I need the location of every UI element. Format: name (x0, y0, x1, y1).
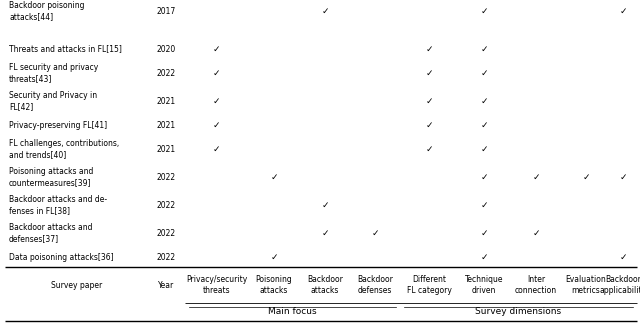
Text: 2022: 2022 (157, 229, 176, 238)
Text: ✓: ✓ (620, 172, 627, 182)
Text: ✓: ✓ (480, 7, 488, 15)
Text: ✓: ✓ (212, 144, 220, 154)
Text: 2021: 2021 (157, 144, 176, 154)
Text: ✓: ✓ (582, 172, 589, 182)
Text: Privacy/security
threats: Privacy/security threats (186, 275, 247, 295)
Text: 2022: 2022 (157, 68, 176, 78)
Text: Poisoning attacks and
countermeasures[39]: Poisoning attacks and countermeasures[39… (9, 167, 93, 187)
Text: ✓: ✓ (480, 172, 488, 182)
Text: 2021: 2021 (157, 96, 176, 106)
Text: 2020: 2020 (157, 44, 176, 54)
Text: ✓: ✓ (480, 229, 488, 238)
Text: ✓: ✓ (480, 44, 488, 54)
Text: 2022: 2022 (157, 252, 176, 262)
Text: Data poisoning attacks[36]: Data poisoning attacks[36] (9, 252, 114, 262)
Text: Year: Year (158, 281, 175, 290)
Text: ✓: ✓ (212, 44, 220, 54)
Text: Poisoning
attacks: Poisoning attacks (255, 275, 292, 295)
Text: ✓: ✓ (620, 252, 627, 262)
Text: ✓: ✓ (270, 252, 278, 262)
Text: Survey paper: Survey paper (51, 281, 102, 290)
Text: ✓: ✓ (212, 120, 220, 130)
Text: ✓: ✓ (425, 144, 433, 154)
Text: ✓: ✓ (321, 229, 329, 238)
Text: ✓: ✓ (371, 229, 379, 238)
Text: ✓: ✓ (425, 96, 433, 106)
Text: ✓: ✓ (321, 7, 329, 15)
Text: Backdoor attacks and de-
fenses in FL[38]: Backdoor attacks and de- fenses in FL[38… (9, 195, 107, 215)
Text: ✓: ✓ (532, 172, 540, 182)
Text: ✓: ✓ (480, 200, 488, 210)
Text: 2022: 2022 (157, 172, 176, 182)
Text: Backdoor
applicability: Backdoor applicability (600, 275, 640, 295)
Text: ✓: ✓ (480, 120, 488, 130)
Text: ✓: ✓ (532, 229, 540, 238)
Text: ✓: ✓ (212, 68, 220, 78)
Text: Evaluation
metrics: Evaluation metrics (566, 275, 606, 295)
Text: Backdoor
defenses: Backdoor defenses (357, 275, 393, 295)
Text: Inter
connection: Inter connection (515, 275, 557, 295)
Text: 2021: 2021 (157, 120, 176, 130)
Text: ✓: ✓ (425, 120, 433, 130)
Text: Privacy-preserving FL[41]: Privacy-preserving FL[41] (9, 120, 107, 130)
Text: Backdoor
attacks: Backdoor attacks (307, 275, 343, 295)
Text: ✓: ✓ (425, 68, 433, 78)
Text: ✓: ✓ (620, 7, 627, 15)
Text: ✓: ✓ (321, 200, 329, 210)
Text: FL challenges, contributions,
and trends[40]: FL challenges, contributions, and trends… (9, 139, 119, 159)
Text: ✓: ✓ (480, 144, 488, 154)
Text: Different
FL category: Different FL category (406, 275, 451, 295)
Text: 2017: 2017 (157, 7, 176, 15)
Text: ✓: ✓ (480, 96, 488, 106)
Text: ✓: ✓ (212, 96, 220, 106)
Text: 2022: 2022 (157, 200, 176, 210)
Text: FL security and privacy
threats[43]: FL security and privacy threats[43] (9, 63, 99, 83)
Text: Backdoor poisoning
attacks[44]: Backdoor poisoning attacks[44] (9, 1, 84, 21)
Text: ✓: ✓ (480, 68, 488, 78)
Text: Threats and attacks in FL[15]: Threats and attacks in FL[15] (9, 44, 122, 54)
Text: Survey dimensions: Survey dimensions (476, 308, 561, 316)
Text: Technique
driven: Technique driven (465, 275, 503, 295)
Text: Backdoor attacks and
defenses[37]: Backdoor attacks and defenses[37] (9, 223, 93, 243)
Text: ✓: ✓ (270, 172, 278, 182)
Text: ✓: ✓ (425, 44, 433, 54)
Text: Main focus: Main focus (268, 308, 317, 316)
Text: Security and Privacy in
FL[42]: Security and Privacy in FL[42] (9, 91, 97, 111)
Text: ✓: ✓ (480, 252, 488, 262)
